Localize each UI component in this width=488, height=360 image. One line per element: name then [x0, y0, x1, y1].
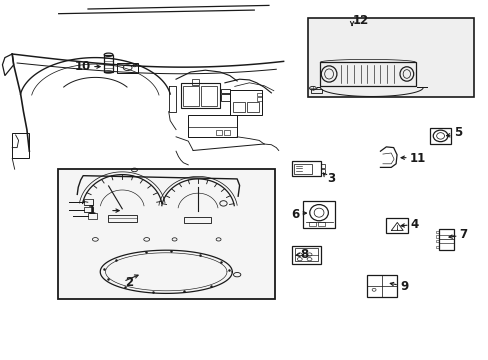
- Text: 11: 11: [409, 152, 425, 165]
- Text: 2: 2: [124, 276, 133, 289]
- Bar: [256, 93, 261, 96]
- Bar: [117, 63, 138, 73]
- Bar: [292, 246, 320, 264]
- Bar: [435, 246, 438, 248]
- Text: 10: 10: [74, 60, 90, 73]
- Bar: [107, 215, 137, 222]
- Bar: [320, 164, 324, 168]
- Text: 1: 1: [87, 204, 95, 217]
- Bar: [311, 89, 322, 93]
- Bar: [181, 83, 220, 108]
- Bar: [221, 89, 229, 93]
- Bar: [435, 240, 438, 242]
- Bar: [320, 169, 324, 173]
- Bar: [84, 199, 93, 205]
- Text: 3: 3: [327, 172, 335, 185]
- Bar: [317, 222, 324, 226]
- Text: 8: 8: [300, 248, 308, 261]
- Bar: [224, 130, 229, 135]
- Bar: [292, 161, 320, 176]
- Bar: [246, 102, 259, 112]
- Text: 6: 6: [290, 208, 299, 221]
- Bar: [88, 213, 97, 219]
- Text: 9: 9: [399, 280, 407, 293]
- Text: 5: 5: [453, 126, 461, 139]
- Bar: [184, 217, 211, 223]
- Bar: [183, 86, 199, 106]
- Bar: [256, 97, 261, 101]
- Bar: [58, 169, 275, 299]
- Bar: [429, 128, 450, 144]
- Bar: [303, 201, 334, 228]
- Bar: [320, 62, 415, 86]
- Bar: [232, 102, 244, 112]
- Text: 12: 12: [352, 14, 368, 27]
- Bar: [386, 218, 407, 233]
- Bar: [104, 55, 113, 72]
- Bar: [201, 86, 217, 106]
- Bar: [188, 115, 237, 137]
- Bar: [435, 235, 438, 238]
- Bar: [366, 275, 396, 297]
- Bar: [229, 90, 261, 115]
- Bar: [191, 79, 199, 85]
- Bar: [307, 18, 473, 97]
- Bar: [216, 130, 222, 135]
- Bar: [221, 94, 229, 101]
- Text: 7: 7: [459, 228, 467, 240]
- Bar: [295, 248, 317, 261]
- Bar: [294, 164, 311, 174]
- Bar: [308, 222, 315, 226]
- Text: 4: 4: [410, 219, 418, 231]
- Bar: [438, 229, 453, 250]
- Bar: [84, 207, 93, 212]
- Bar: [435, 231, 438, 233]
- Bar: [12, 133, 29, 158]
